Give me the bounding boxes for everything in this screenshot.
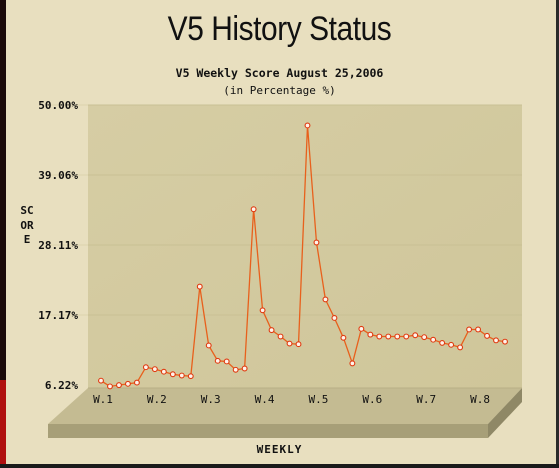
- y-tick-labels: 6.22% 17.17% 28.11% 39.06% 50.00%: [38, 99, 78, 392]
- data-point: [196, 283, 203, 290]
- data-point: [412, 332, 419, 339]
- data-point: [322, 296, 329, 303]
- data-point: [358, 325, 365, 332]
- data-point: [241, 365, 248, 372]
- data-point: [223, 358, 230, 365]
- x-tick-label: W.2: [147, 393, 167, 406]
- data-point: [475, 326, 482, 333]
- data-point: [376, 333, 383, 340]
- x-tick-label: W.1: [93, 393, 113, 406]
- data-point: [286, 340, 293, 347]
- bottom-edge: [0, 464, 559, 468]
- data-point: [214, 357, 221, 364]
- y-tick-label: 50.00%: [38, 99, 78, 112]
- x-tick-labels: W.1 W.2 W.3 W.4 W.5 W.6 W.7 W.8: [93, 393, 490, 406]
- data-point: [448, 341, 455, 348]
- data-point: [439, 339, 446, 346]
- right-edge: [556, 0, 559, 468]
- data-point: [116, 382, 122, 389]
- data-point: [484, 332, 490, 339]
- x-tick-label: W.7: [416, 393, 436, 406]
- data-point: [466, 326, 473, 333]
- data-point: [331, 315, 338, 321]
- data-point: [178, 372, 185, 379]
- y-tick-label: 17.17%: [38, 309, 78, 322]
- data-point: [340, 334, 347, 341]
- plot-back-wall: [88, 105, 522, 388]
- chart-subtitle: (in Percentage %): [223, 84, 336, 97]
- data-point: [160, 368, 167, 375]
- series-line: [100, 124, 506, 388]
- data-point: [457, 344, 464, 351]
- data-point: [268, 327, 275, 334]
- plot-right-edge: [488, 388, 522, 438]
- plot-left-wall: [48, 105, 88, 426]
- data-point: [277, 333, 284, 340]
- data-point: [133, 379, 140, 386]
- data-point: [142, 364, 149, 371]
- data-point: [151, 366, 158, 373]
- data-point: [430, 336, 437, 343]
- x-tick-label: W.5: [309, 393, 329, 406]
- plot-front-edge: [48, 424, 488, 438]
- data-point: [421, 334, 428, 341]
- y-tick-label: 28.11%: [38, 239, 78, 252]
- data-point: [502, 338, 508, 345]
- data-point: [349, 360, 356, 367]
- data-point: [232, 366, 239, 373]
- x-tick-label: W.8: [470, 393, 490, 406]
- data-point: [367, 331, 374, 338]
- y-tick-label: 6.22%: [45, 379, 78, 392]
- data-point: [493, 337, 499, 344]
- y-tick-label: 39.06%: [38, 169, 78, 182]
- plot-floor: [48, 388, 522, 424]
- data-point: [187, 373, 194, 380]
- data-point: [403, 333, 410, 340]
- data-point: [259, 307, 266, 314]
- data-point: [98, 377, 104, 384]
- x-tick-label: W.3: [201, 393, 221, 406]
- x-axis-label: WEEKLY: [256, 443, 303, 456]
- data-point: [295, 341, 302, 348]
- data-points: [98, 122, 508, 390]
- data-point: [124, 380, 131, 387]
- y-axis-label: SCORE: [20, 204, 34, 246]
- data-point: [250, 206, 257, 213]
- left-edge: [0, 0, 6, 468]
- chart-title: V5 Weekly Score August 25,2006: [175, 66, 384, 80]
- data-point: [205, 342, 212, 349]
- data-point: [313, 239, 320, 246]
- data-point: [169, 371, 176, 378]
- data-point: [385, 333, 392, 340]
- x-tick-label: W.6: [362, 393, 382, 406]
- data-point: [394, 333, 401, 340]
- data-point: [304, 122, 311, 129]
- data-point: [107, 383, 113, 390]
- x-tick-label: W.4: [255, 393, 275, 406]
- page-title: V5 History Status: [167, 10, 392, 48]
